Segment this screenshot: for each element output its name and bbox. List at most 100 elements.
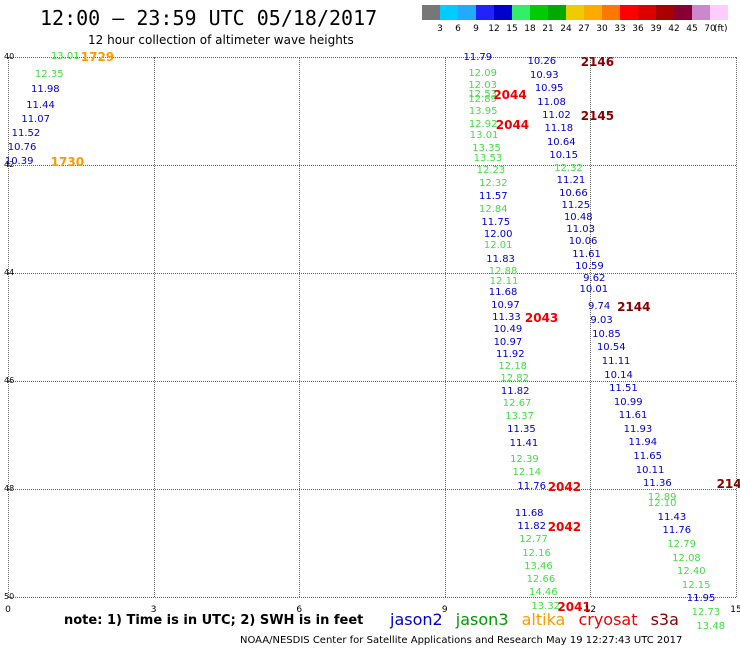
color-scale-swatch [638,5,656,20]
wave-height-value: 10.66 [559,187,588,199]
wave-height-value: 12.00 [483,229,513,241]
wave-height-value: 10.85 [592,328,621,340]
wave-height-value: 11.68 [514,507,544,519]
wave-height-value: 10.48 [563,211,593,223]
wave-height-value: 11.52 [11,127,41,139]
wave-height-value: 10.14 [604,369,633,381]
wave-height-value: 12.77 [519,533,548,545]
wave-height-value: 10.64 [546,136,576,148]
wave-height-value: 12.32 [479,177,508,189]
wave-height-value: 9.74 [587,301,611,313]
pass-time-label: 2143 [716,477,740,492]
wave-height-value: 12.40 [677,566,706,578]
wave-height-value: 11.57 [479,190,508,202]
wave-height-value: 12.53 [468,89,497,101]
wave-height-value: 12.14 [512,467,542,479]
wave-height-value: 12.79 [667,538,696,550]
wave-height-value: 10.15 [549,150,579,162]
color-scale-label: 70 [704,24,716,34]
wave-height-value: 13.32 [531,600,561,612]
y-tick-label: 40 [4,52,15,61]
wave-height-value: 11.33 [492,311,521,323]
legend-altika: altika [521,610,566,629]
color-scale-swatch [494,5,512,20]
wave-height-value: 10.59 [575,261,604,273]
wave-height-value: 11.61 [618,410,648,422]
color-scale-label: 3 [437,24,443,34]
wave-height-value: 11.65 [633,451,662,463]
y-tick-label: 50 [4,592,15,601]
wave-height-value: 11.36 [643,478,672,490]
wave-height-value: 10.11 [635,464,665,476]
x-tick-label: 6 [296,605,303,615]
map-title: 12:00 — 23:59 UTC 05/18/2017 [40,6,378,30]
color-scale-label: 39 [650,24,662,34]
color-scale-label: 36 [632,24,644,34]
wave-height-value: 10.97 [491,299,520,311]
wave-height-value: 12.66 [526,574,556,586]
wave-height-value: 13.01 [50,51,80,62]
wave-height-value: 12.84 [479,203,508,215]
color-scale-swatch [440,5,458,20]
wave-height-value: 12.67 [502,398,532,410]
wave-height-value: 12.88 [488,265,518,277]
color-scale-swatch [530,5,548,20]
wave-height-value: 11.41 [509,438,539,450]
y-tick-label: 46 [4,376,15,385]
color-scale-label: 24 [560,24,572,34]
color-scale-swatch [674,5,692,20]
wave-height-value: 11.08 [537,96,566,108]
color-scale-label: 12 [488,24,500,34]
wave-height-value: 12.08 [672,552,701,564]
pass-time-label: 2044 [493,88,527,103]
color-scale-label: 18 [524,24,536,34]
pass-time-label: 2146 [580,54,615,69]
color-scale-swatch [422,5,440,20]
map-subtitle: 12 hour collection of altimeter wave hei… [88,33,354,47]
wave-height-value: 10.06 [568,236,598,248]
wave-height-value: 11.25 [561,199,591,211]
wave-height-value: 11.35 [507,424,536,436]
x-tick-label: 15 [730,605,740,615]
grid-line-vertical [153,57,155,597]
grid-line-horizontal [8,597,736,598]
color-scale-swatch [548,5,566,20]
grid-line-horizontal [8,381,736,382]
wave-height-value: 9.03 [590,315,613,327]
wave-height-value: 12.35 [34,68,64,80]
x-tick-label: 9 [441,605,448,615]
wave-height-value: 10.93 [529,69,559,81]
grid-line-horizontal [8,57,736,58]
wave-height-value: 11.82 [517,520,546,532]
wave-height-value: 11.92 [495,348,525,360]
legend-s3a: s3a [650,610,679,629]
color-scale-swatch [692,5,710,20]
color-scale-swatch [602,5,620,20]
pass-time-label: 2041 [557,599,591,614]
grid-line-vertical [590,57,592,597]
grid-line-vertical [444,57,446,597]
wave-height-value: 12.89 [647,491,677,503]
wave-height-value: 13.95 [468,106,498,118]
pass-time-label: 1730 [50,154,85,169]
wave-height-value: 11.03 [566,223,596,235]
wave-height-value: 10.26 [527,55,557,67]
wave-height-value: 11.76 [517,480,546,492]
grid-line-vertical [8,57,9,597]
color-scale-label: 42 [668,24,680,34]
wave-height-value: 12.03 [468,80,497,92]
grid-line-horizontal [8,273,736,274]
grid-line-horizontal [8,165,736,166]
wave-height-value: 13.37 [505,410,534,422]
wave-height-value: 11.21 [556,175,586,187]
wave-height-value: 12.11 [489,275,519,287]
wave-height-value: 11.61 [572,248,601,260]
pass-time-label: 2042 [547,519,582,534]
wave-height-value: 10.95 [534,83,564,95]
wave-height-value: 11.93 [623,423,653,435]
color-scale-label: 9 [473,24,479,34]
wave-height-value: 11.43 [657,511,687,523]
color-scale-label: 45 [686,24,698,34]
pass-time-label: 2043 [524,310,559,325]
wave-height-value: 10.54 [596,342,626,354]
